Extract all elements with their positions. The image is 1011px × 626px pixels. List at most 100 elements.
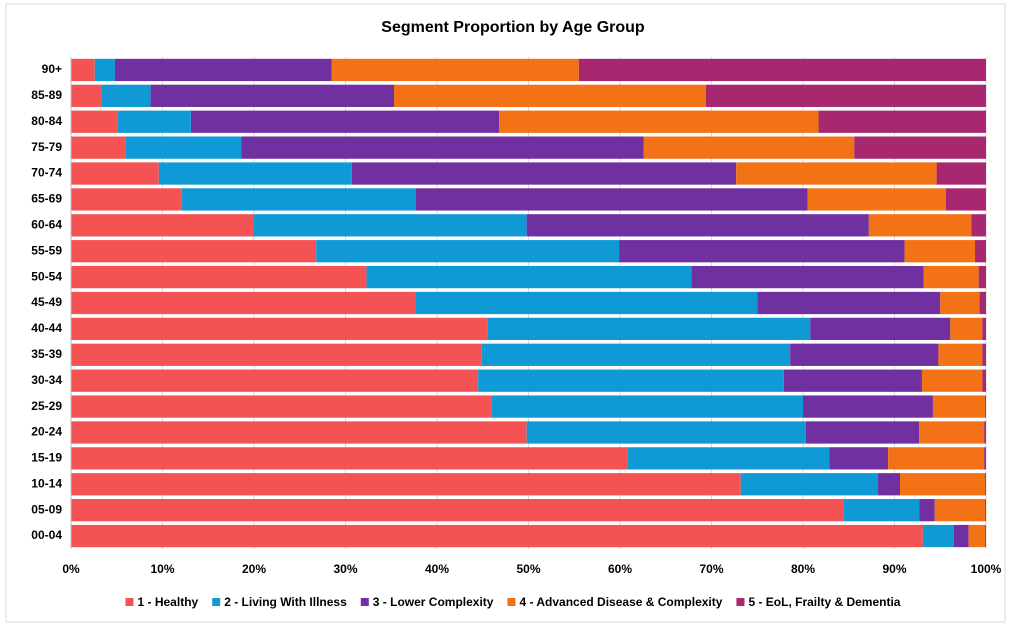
x-tick-label: 20% [242,562,266,576]
bar-segment [331,58,579,82]
bar-segment [783,369,922,392]
y-tick-label: 00-04 [31,528,62,542]
bar-segment [985,395,986,418]
bar-segment [985,473,986,496]
bar-segment [181,188,416,211]
bar-segment [94,58,115,82]
bar-segment [945,188,986,211]
bar-segment [757,291,941,315]
bar-segment [71,162,159,185]
bar-segment [71,265,367,289]
bar-segment [940,291,980,315]
legend: 1 - Healthy 2 - Living With Illness 3 - Lo… [125,595,901,609]
bar-segment [953,524,969,548]
bar-segment [691,265,924,289]
y-tick-label: 75-79 [31,140,62,154]
bar-segment [526,214,869,237]
x-tick-label: 30% [333,562,357,576]
bar-segment [807,188,946,211]
bar-segment [481,343,791,366]
bar-segment [71,188,182,211]
x-tick-label: 90% [882,562,906,576]
bar-segment [706,84,986,107]
bar-segment [975,240,986,263]
legend-label: 3 - Lower Complexity [373,595,494,609]
x-tick-label: 50% [516,562,540,576]
bar-segment [71,499,844,522]
y-tick-label: 60-64 [31,217,62,231]
bar-segment [904,240,976,263]
bar-segment [805,421,920,444]
legend-label: 1 - Healthy [138,595,199,609]
bar-segment [868,214,972,237]
x-tick-label: 100% [971,562,1002,576]
bar-segment [971,214,986,237]
legend-swatch [507,598,516,606]
bar-segment [71,110,118,133]
bar-segment [71,524,923,548]
bar-segment [150,84,394,107]
bar-segment [982,343,986,366]
bar-segment [491,395,803,418]
x-tick-label: 10% [150,562,174,576]
y-tick-label: 40-44 [31,321,62,335]
bar-segment [643,136,855,159]
bar-segment [71,447,628,470]
bar-segment [919,499,935,522]
bar-segment [526,421,806,444]
y-tick-label: 25-29 [31,399,62,413]
x-tick-label: 0% [62,562,80,576]
x-tick-label: 70% [699,562,723,576]
bar-segment [71,343,482,366]
bar-segment [71,317,488,341]
bar-segment [253,214,527,237]
bar-segment [71,421,527,444]
legend-swatch [360,598,369,606]
bar-segment [936,162,986,185]
y-tick-label: 20-24 [31,425,62,439]
bar-segment [71,84,102,107]
y-tick-label: 15-19 [31,451,62,465]
bar-segment [790,343,939,366]
bar-segment [125,136,242,159]
bar-segment [478,369,784,392]
bar-segment [71,291,416,315]
bar-segment [984,421,986,444]
y-tick-label: 05-09 [31,502,62,516]
legend-swatch [736,598,745,606]
legend-label: 5 - EoL, Frailty & Dementia [748,595,900,609]
bar-segment [829,447,889,470]
y-tick-label: 90+ [42,62,62,76]
bar-segment [578,58,986,82]
bar-segment [71,369,479,392]
bar-segment [736,162,937,185]
bar-segment [985,524,986,548]
bar-segment [190,110,500,133]
x-tick-label: 60% [608,562,632,576]
bar-segment [71,473,741,496]
bar-segment [415,188,808,211]
bar-segment [499,110,819,133]
legend-label: 2 - Living With Illness [224,595,347,609]
bar-segment [71,395,492,418]
bar-segment [393,84,707,107]
bar-segment [888,447,985,470]
bar-segment [71,214,254,237]
x-tick-label: 80% [791,562,815,576]
bar-segment [934,499,986,522]
bar-segment [922,524,954,548]
y-tick-label: 85-89 [31,88,62,102]
bar-segment [158,162,352,185]
bar-segment [932,395,986,418]
bar-segment [71,58,95,82]
bar-segment [979,291,986,315]
bar-segment [938,343,983,366]
bar-segment [968,524,986,548]
y-tick-label: 30-34 [31,373,62,387]
legend-swatch [212,598,221,606]
bar-segment [114,58,332,82]
bar-segment [899,473,986,496]
bar-segment [71,240,317,263]
bar-segment [810,317,951,341]
